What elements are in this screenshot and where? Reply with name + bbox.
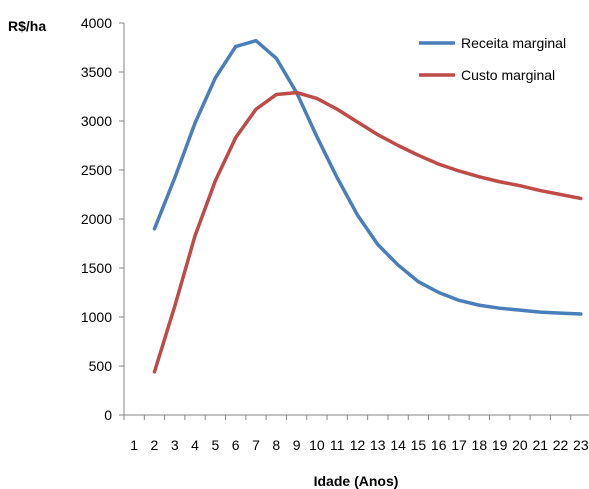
series-layer xyxy=(152,38,583,374)
series-receita-marginal xyxy=(152,38,583,316)
data-point xyxy=(234,45,237,48)
x-tick-label: 16 xyxy=(431,437,447,453)
x-tick-label: 1 xyxy=(130,437,138,453)
x-tick-label: 12 xyxy=(350,437,366,453)
x-tick-label: 18 xyxy=(472,437,488,453)
x-tick-label: 2 xyxy=(151,437,159,453)
data-point xyxy=(336,176,339,179)
y-tick-label: 1000 xyxy=(81,309,112,325)
data-point xyxy=(173,176,176,179)
x-tick-label: 4 xyxy=(191,437,199,453)
legend: Receita marginal Custo marginal xyxy=(419,35,566,83)
data-point xyxy=(356,120,359,123)
data-point xyxy=(153,227,156,230)
x-axis-ticks: 1 2 3 4 5 6 7 8 9 10 11 12 13 14 15 16 17 18 19 20 21 22 23 xyxy=(123,415,589,453)
data-point xyxy=(194,234,197,237)
data-point xyxy=(336,108,339,111)
data-point xyxy=(173,305,176,308)
data-point xyxy=(498,307,501,310)
y-tick-label: 1500 xyxy=(81,260,112,276)
y-axis-ticks: 0 500 1000 1500 2000 2500 3000 3500 4000 xyxy=(81,15,124,423)
y-tick-label: 3000 xyxy=(81,113,112,129)
y-tick-label: 2000 xyxy=(81,211,112,227)
data-point xyxy=(498,180,501,183)
data-point xyxy=(376,243,379,246)
series-custo-marginal xyxy=(152,90,583,374)
data-point xyxy=(559,193,562,196)
x-tick-label: 23 xyxy=(573,437,589,453)
data-point xyxy=(458,299,461,302)
data-point xyxy=(417,280,420,283)
data-point xyxy=(234,136,237,139)
data-point xyxy=(275,93,278,96)
x-tick-label: 11 xyxy=(330,437,345,453)
data-point xyxy=(254,39,257,42)
data-point xyxy=(214,179,217,182)
data-point xyxy=(153,370,156,373)
x-tick-label: 8 xyxy=(272,437,280,453)
data-point xyxy=(254,108,257,111)
legend-item-custo-marginal: Custo marginal xyxy=(419,67,555,83)
data-point xyxy=(214,76,217,79)
data-point xyxy=(417,154,420,157)
y-tick-label: 4000 xyxy=(81,15,112,31)
x-tick-label: 21 xyxy=(532,437,548,453)
data-point xyxy=(315,135,318,138)
data-point xyxy=(579,197,582,200)
y-axis-title: R$/ha xyxy=(8,18,46,34)
x-tick-label: 14 xyxy=(390,437,406,453)
data-point xyxy=(478,304,481,307)
series-line-custo-marginal xyxy=(152,90,583,374)
x-tick-label: 7 xyxy=(252,437,260,453)
data-point xyxy=(539,311,542,314)
x-tick-label: 17 xyxy=(451,437,467,453)
data-point xyxy=(539,189,542,192)
data-point xyxy=(559,312,562,315)
legend-item-receita-marginal: Receita marginal xyxy=(419,35,566,51)
x-tick-label: 20 xyxy=(512,437,528,453)
x-tick-label: 15 xyxy=(411,437,427,453)
y-tick-label: 3500 xyxy=(81,64,112,80)
x-tick-label: 10 xyxy=(309,437,325,453)
data-point xyxy=(397,144,400,147)
data-point xyxy=(275,57,278,60)
data-point xyxy=(437,291,440,294)
legend-label: Receita marginal xyxy=(461,35,566,51)
data-point xyxy=(397,264,400,267)
data-point xyxy=(295,91,298,94)
data-point xyxy=(315,97,318,100)
x-tick-label: 3 xyxy=(171,437,179,453)
data-point xyxy=(478,175,481,178)
series-line-receita-marginal xyxy=(152,38,583,316)
legend-label: Custo marginal xyxy=(461,67,555,83)
x-tick-label: 13 xyxy=(370,437,386,453)
x-tick-label: 22 xyxy=(553,437,569,453)
data-point xyxy=(518,309,521,312)
data-point xyxy=(376,133,379,136)
x-tick-label: 9 xyxy=(293,437,301,453)
x-tick-label: 5 xyxy=(211,437,219,453)
data-point xyxy=(579,313,582,316)
y-tick-label: 500 xyxy=(89,358,113,374)
x-tick-label: 19 xyxy=(492,437,508,453)
data-point xyxy=(458,169,461,172)
data-point xyxy=(356,214,359,217)
y-tick-label: 2500 xyxy=(81,162,112,178)
data-point xyxy=(194,121,197,124)
x-tick-label: 6 xyxy=(232,437,240,453)
x-axis-title: Idade (Anos) xyxy=(314,473,399,489)
data-point xyxy=(437,163,440,166)
data-point xyxy=(518,184,521,187)
y-tick-label: 0 xyxy=(104,407,112,423)
